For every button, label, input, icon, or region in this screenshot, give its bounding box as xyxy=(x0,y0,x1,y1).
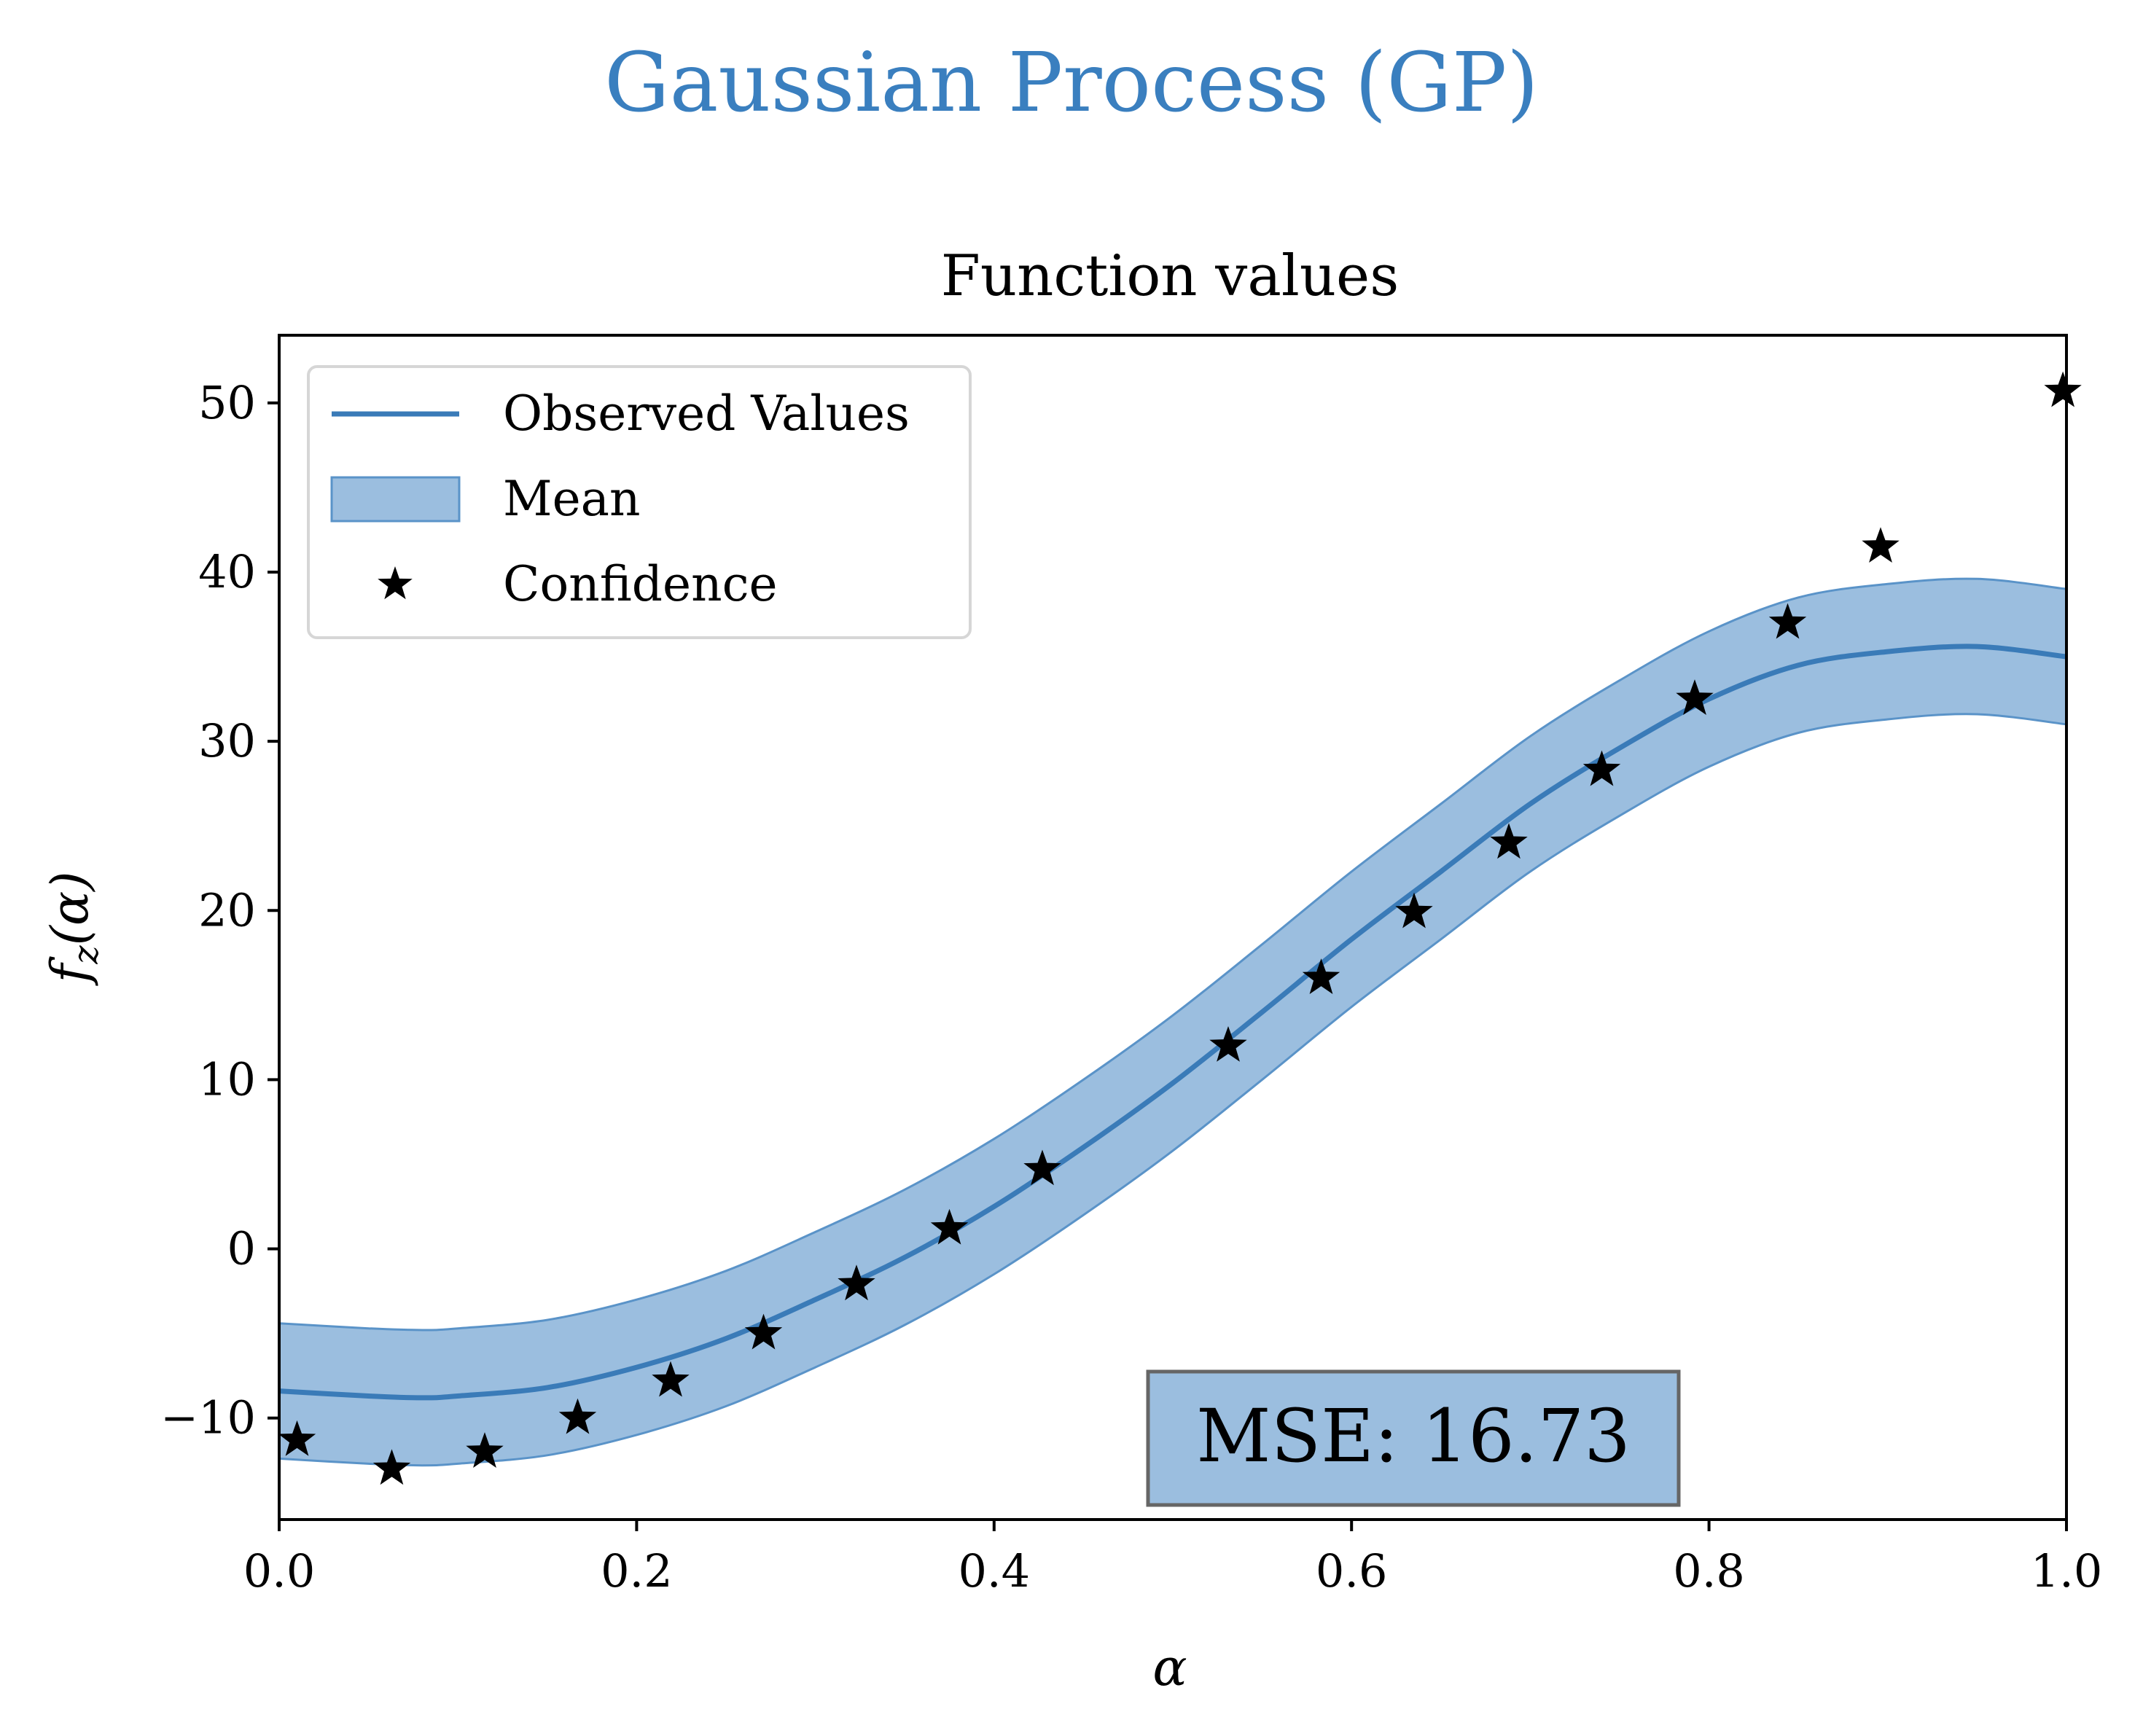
data-point-star xyxy=(1862,527,1900,563)
data-point-star xyxy=(1395,892,1433,928)
legend-label: Mean xyxy=(503,471,641,527)
line-layer xyxy=(279,644,2066,1401)
y-axis: −10 0 10 20 30 40 50 xyxy=(160,376,279,1444)
x-tick-label: 1.0 xyxy=(2031,1544,2103,1598)
chart-title: Function values xyxy=(941,243,1400,309)
y-axis-label: fz(α) xyxy=(40,871,106,986)
y-axis-label-arg: (α) xyxy=(40,871,100,945)
legend-swatch-band xyxy=(330,476,461,523)
legend-label: Confidence xyxy=(503,556,778,612)
data-point-star xyxy=(744,1313,783,1350)
data-point-star xyxy=(466,1432,504,1468)
x-axis: 0.0 0.2 0.4 0.6 0.8 1.0 xyxy=(243,1520,2103,1598)
x-tick-label: 0.4 xyxy=(958,1544,1030,1598)
y-tick-label: 50 xyxy=(198,376,256,429)
data-point-star xyxy=(1490,823,1528,859)
legend-box xyxy=(307,365,972,639)
x-tick-label: 0.6 xyxy=(1316,1544,1388,1598)
y-tick-label: 40 xyxy=(198,545,256,598)
data-point-star xyxy=(1209,1026,1247,1062)
legend-swatch-star xyxy=(378,566,413,600)
plot-frame xyxy=(278,334,2068,1521)
band-layer xyxy=(279,577,2066,1467)
x-tick-label: 0.8 xyxy=(1673,1544,1745,1598)
data-point-star xyxy=(1582,750,1621,786)
data-point-star xyxy=(838,1264,875,1301)
data-point-star xyxy=(1676,679,1714,715)
points-layer xyxy=(278,371,2082,1485)
y-tick-label: 20 xyxy=(198,883,256,937)
data-point-star xyxy=(278,1420,316,1456)
mean-line xyxy=(279,644,2066,1401)
data-point-star xyxy=(1302,958,1340,994)
data-point-star xyxy=(2044,371,2082,407)
legend-entries: Observed Values Mean Confidence xyxy=(330,386,910,612)
legend: Observed Values Mean Confidence xyxy=(307,365,972,639)
data-point-star xyxy=(1768,603,1807,639)
figure-suptitle: Gaussian Process (GP) xyxy=(604,36,1539,130)
confidence-band xyxy=(279,577,2066,1467)
legend-label: Observed Values xyxy=(503,386,910,442)
mse-value: MSE: 16.73 xyxy=(1196,1393,1631,1479)
mse-box xyxy=(1146,1369,1681,1507)
x-tick-label: 0.0 xyxy=(243,1544,316,1598)
mse-annotation: MSE: 16.73 xyxy=(1146,1369,1681,1507)
x-axis-label: α xyxy=(1152,1638,1187,1697)
y-tick-label: 10 xyxy=(198,1052,256,1106)
y-axis-label-sub: z xyxy=(66,945,106,965)
data-point-star xyxy=(372,1449,411,1485)
y-tick-label: −10 xyxy=(160,1391,256,1444)
data-point-star xyxy=(1023,1149,1061,1186)
data-point-star xyxy=(930,1208,969,1245)
data-point-star xyxy=(652,1361,690,1397)
x-tick-label: 0.2 xyxy=(601,1544,673,1598)
y-tick-label: 30 xyxy=(198,714,256,767)
data-point-star xyxy=(558,1398,597,1434)
y-tick-label: 0 xyxy=(227,1222,256,1275)
